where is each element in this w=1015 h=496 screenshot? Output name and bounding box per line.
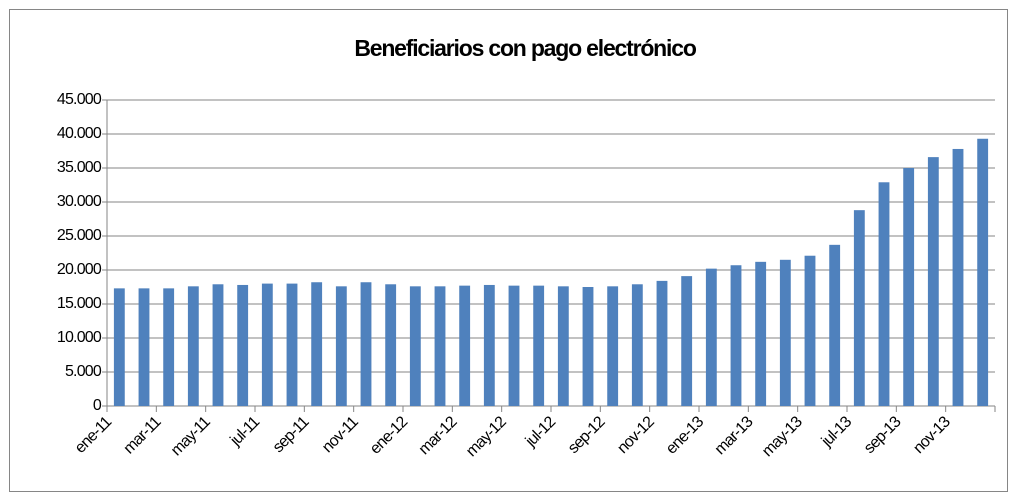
bar — [385, 284, 397, 406]
y-tick-label: 40.000 — [57, 125, 102, 142]
y-tick-label: 5.000 — [65, 363, 102, 380]
bar — [286, 283, 298, 406]
y-tick-label: 15.000 — [57, 295, 102, 312]
bar — [360, 282, 372, 406]
bar — [508, 285, 520, 406]
y-tick-label: 35.000 — [57, 159, 102, 176]
bar — [261, 283, 273, 406]
bar — [557, 286, 569, 406]
bar — [459, 285, 471, 406]
bar — [656, 280, 668, 406]
bar — [237, 284, 249, 406]
bar — [335, 286, 347, 406]
bar — [311, 282, 323, 406]
bar — [163, 288, 175, 406]
chart-frame — [9, 9, 1008, 492]
chart-title: Beneficiarios con pago electrónico — [354, 35, 697, 61]
bar — [212, 284, 224, 406]
bar — [952, 148, 964, 406]
bar — [853, 210, 865, 406]
y-tick-label: 45.000 — [57, 91, 102, 108]
bar — [138, 288, 150, 406]
bar — [187, 286, 199, 406]
bar — [681, 276, 693, 406]
bar — [730, 265, 742, 406]
bar — [113, 288, 125, 406]
bar — [755, 261, 767, 406]
bar — [607, 286, 619, 406]
bar — [779, 259, 791, 406]
bar — [977, 138, 989, 406]
bar — [483, 284, 495, 406]
bar — [829, 244, 841, 406]
bar — [582, 287, 594, 406]
bar — [927, 157, 939, 406]
bar — [533, 285, 545, 406]
y-tick-label: 10.000 — [57, 329, 102, 346]
bar — [705, 268, 717, 406]
bar — [878, 182, 890, 406]
bar — [434, 286, 446, 406]
bar — [631, 284, 643, 406]
bar — [903, 168, 915, 406]
y-tick-label: 30.000 — [57, 193, 102, 210]
bar — [804, 255, 816, 406]
y-tick-label: 0 — [93, 397, 102, 414]
y-tick-label: 20.000 — [57, 261, 102, 278]
y-tick-label: 25.000 — [57, 227, 102, 244]
bar — [409, 286, 421, 406]
